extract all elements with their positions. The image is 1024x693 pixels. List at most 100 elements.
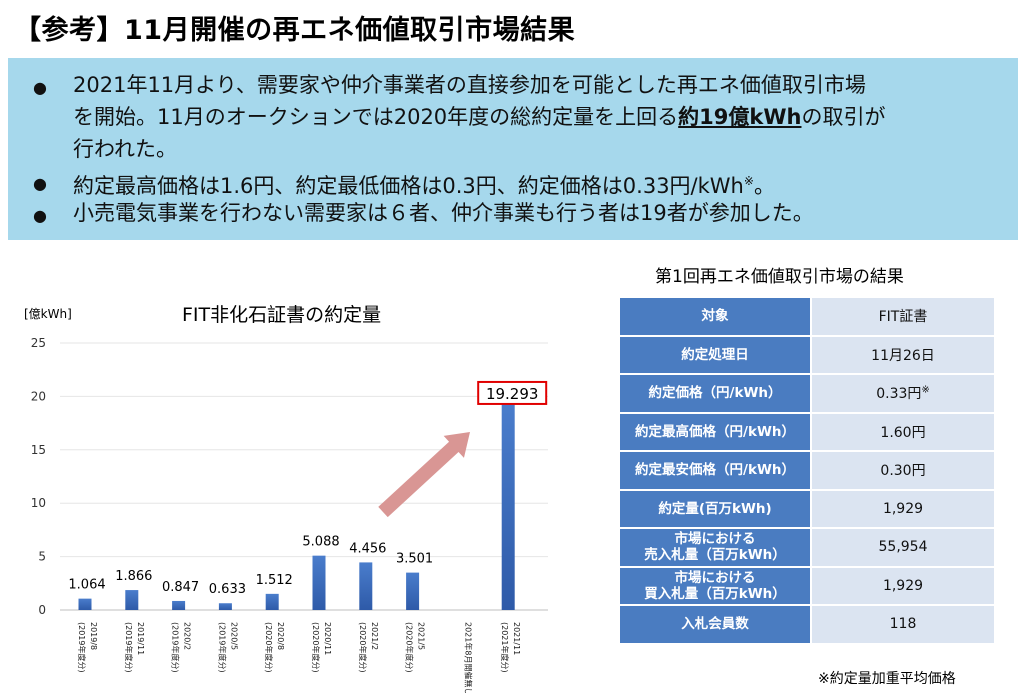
row-label-line-1: 市場における <box>674 569 756 586</box>
bar <box>312 555 326 610</box>
trend-arrow <box>378 432 470 518</box>
bar <box>218 603 232 610</box>
table-title: 第1回再エネ価値取引市場の結果 <box>655 267 904 287</box>
x-tick-label-date: 2020/5 <box>229 622 238 650</box>
x-tick-label-fy: (2019年度分) <box>77 622 87 673</box>
bullet-glyph: ● <box>33 206 47 225</box>
y-tick-label: 15 <box>31 443 46 457</box>
bullet-1-line-1: 2021年11月より、需要家や仲介事業者の直接参加を可能とした再エネ価値取引市場 <box>73 73 866 97</box>
row-value: FIT証書 <box>810 296 996 337</box>
x-tick-label-fy: (2020年度分) <box>405 622 415 673</box>
highlight-label-box <box>477 380 548 405</box>
bar-data-label: 19.293 <box>486 385 539 403</box>
x-tick-label-fy: (2019年度分) <box>217 622 227 673</box>
bullet-glyph: ● <box>33 174 47 193</box>
page-title: 【参考】11月開催の再エネ価値取引市場結果 <box>14 15 576 46</box>
row-label-line-2: 買入札量（百万kWh） <box>644 585 786 602</box>
x-tick-label: 2021/2(2020年度分) <box>358 622 379 673</box>
table-row: 入札会員数 118 <box>618 604 996 645</box>
table-row: 市場における 売入札量（百万kWh） 55,954 <box>618 527 996 568</box>
x-tick-label-date: 2021/2 <box>370 622 379 650</box>
y-tick-label: 0 <box>38 603 46 617</box>
x-tick-label-fy: (2020年度分) <box>358 622 368 673</box>
x-tick-label-fy: (2019年度分) <box>124 622 134 673</box>
bar <box>78 598 92 610</box>
footnote-mark: ※ <box>921 384 930 396</box>
row-label: 約定処理日 <box>618 334 812 375</box>
x-tick-label: 2020/5(2019年度分) <box>217 622 238 673</box>
bar-data-label: 0.847 <box>162 580 199 595</box>
row-label: 約定量(百万kWh) <box>618 488 812 529</box>
footnote: ※約定量加重平均価格 <box>818 671 956 687</box>
bar-data-label: 1.866 <box>115 569 152 584</box>
bar <box>125 590 139 610</box>
bar-data-label: 5.088 <box>302 535 339 550</box>
y-tick-label: 25 <box>31 336 46 350</box>
x-tick-label-fy: (2021年度分) <box>500 622 510 673</box>
row-label: 市場における 買入札量（百万kWh） <box>618 565 812 606</box>
highlight-volume: 約19億kWh <box>678 105 802 129</box>
x-tick-label: 2021年8月開催無し <box>463 622 473 693</box>
row-value: 0.33円※ <box>810 373 996 414</box>
bullet-1-line-3: 行われた。 <box>73 137 177 161</box>
row-value: 1,929 <box>810 565 996 606</box>
bar-data-label: 1.512 <box>256 573 293 588</box>
table-row: 約定処理日 11月26日 <box>618 334 996 375</box>
x-tick-label: 2021/5(2020年度分) <box>405 622 426 673</box>
x-tick-label-date: 2021/5 <box>417 622 426 650</box>
row-value: 0.30円 <box>810 450 996 491</box>
x-tick-label: 2020/11(2020年度分) <box>311 622 332 673</box>
y-axis-unit: [億kWh] <box>24 307 72 321</box>
row-label-line-1: 市場における <box>674 531 756 548</box>
table-row: 約定最安価格（円/kWh） 0.30円 <box>618 450 996 491</box>
table-row: 約定量(百万kWh) 1,929 <box>618 488 996 529</box>
y-tick-label: 5 <box>38 550 46 564</box>
bar <box>359 562 373 610</box>
bar <box>406 572 420 610</box>
row-label: 入札会員数 <box>618 604 812 645</box>
results-table: 対象 FIT証書 約定処理日 11月26日 約定価格（円/kWh） 0.33円※ 約定最高価… <box>618 296 996 645</box>
row-value: 118 <box>810 604 996 645</box>
x-tick-label-fy: (2020年度分) <box>264 622 274 673</box>
row-value: 1,929 <box>810 488 996 529</box>
table-row: 約定最高価格（円/kWh） 1.60円 <box>618 411 996 452</box>
bullet-1-line-2: を開始。11月のオークションでは2020年度の総約定量を上回る約19億kWhの取… <box>73 105 886 129</box>
x-tick-label: 2019/8(2019年度分) <box>77 622 98 673</box>
trend-arrow-shape <box>378 432 470 518</box>
x-tick-label: 2020/8(2020年度分) <box>264 622 285 673</box>
x-tick-label: 2019/11(2019年度分) <box>124 622 145 673</box>
y-tick-label: 20 <box>31 389 46 403</box>
x-tick-label: 2021/11(2021年度分) <box>500 622 521 673</box>
row-value: 1.60円 <box>810 411 996 452</box>
x-tick-label-fy: (2020年度分) <box>311 622 321 673</box>
x-tick-label: 2020/2(2019年度分) <box>171 622 192 673</box>
bullet-glyph: ● <box>33 78 47 97</box>
bar-data-label: 3.501 <box>396 552 433 567</box>
bar <box>265 593 279 610</box>
table-row: 市場における 買入札量（百万kWh） 1,929 <box>618 565 996 606</box>
bar-data-label: 0.633 <box>209 582 246 597</box>
row-value: 11月26日 <box>810 334 996 375</box>
row-label: 対象 <box>618 296 812 337</box>
row-label: 約定最高価格（円/kWh） <box>618 411 812 452</box>
chart-title: FIT非化石証書の約定量 <box>182 304 382 326</box>
table-row: 約定価格（円/kWh） 0.33円※ <box>618 373 996 414</box>
x-tick-label-date: 2019/8 <box>89 622 98 650</box>
y-tick-label: 10 <box>31 496 46 510</box>
summary-box: ● 2021年11月より、需要家や仲介事業者の直接参加を可能とした再エネ価値取引… <box>8 58 1018 240</box>
row-label: 市場における 売入札量（百万kWh） <box>618 527 812 568</box>
x-tick-label-date: 2021/11 <box>512 622 521 655</box>
bullet-3-text: 小売電気事業を行わない需要家は６者、仲介事業も行う者は19者が参加した。 <box>73 201 814 225</box>
x-tick-label-date: 2020/8 <box>276 622 285 650</box>
x-tick-label-date: 2020/11 <box>323 622 332 655</box>
table-row: 対象 FIT証書 <box>618 296 996 337</box>
row-label-line-2: 売入札量（百万kWh） <box>644 547 786 564</box>
x-tick-label-date: 2019/11 <box>136 622 145 655</box>
x-tick-label-date: 2021年8月開催無し <box>463 622 473 693</box>
row-label: 約定最安価格（円/kWh） <box>618 450 812 491</box>
bar-chart: 0 5 10 15 20 25 1.064 1.866 0.847 0.633 1.512 5.08… <box>31 336 548 693</box>
row-label: 約定価格（円/kWh） <box>618 373 812 414</box>
bar-data-label: 1.064 <box>68 578 105 593</box>
bar <box>172 600 186 610</box>
bullet-2-text: 約定最高価格は1.6円、約定最低価格は0.3円、約定価格は0.33円/kWh※。 <box>73 174 775 198</box>
